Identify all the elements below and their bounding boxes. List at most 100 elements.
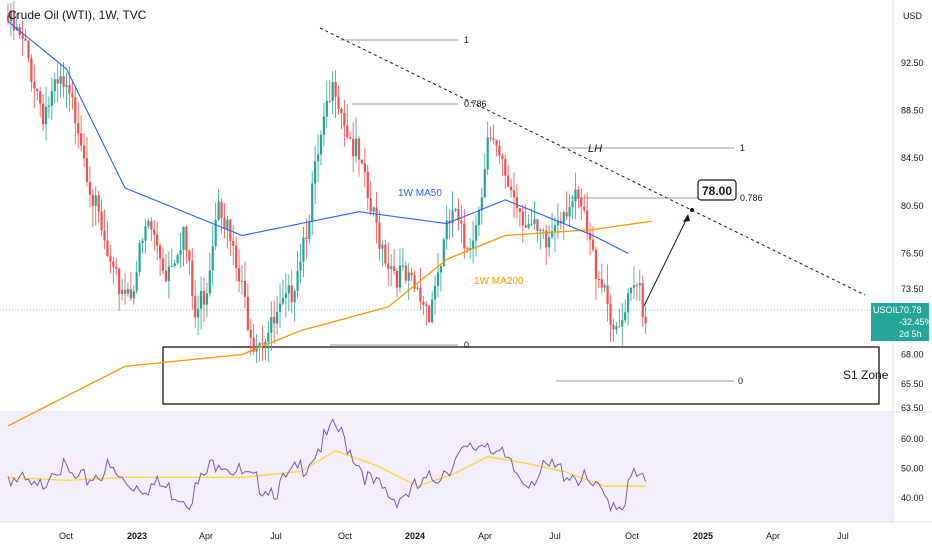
candle-body bbox=[94, 195, 97, 206]
candle-body bbox=[188, 250, 191, 261]
candle-body bbox=[246, 296, 249, 330]
candle-body bbox=[62, 76, 65, 87]
candle-body bbox=[305, 237, 308, 239]
candle-body bbox=[176, 254, 179, 264]
candle-body bbox=[243, 280, 247, 297]
price-tick-label: 80.50 bbox=[901, 201, 924, 211]
price-axis: 92.50 88.50 84.50 80.50 76.50 73.50 68.00 65.50… bbox=[901, 58, 924, 413]
time-tick-label: 2023 bbox=[127, 531, 147, 541]
candle-body bbox=[197, 308, 200, 318]
target-dot bbox=[690, 208, 694, 212]
candle-body bbox=[173, 263, 176, 267]
candle-body bbox=[390, 266, 393, 269]
time-axis: Oct 2023 Apr Jul Oct 2024 Apr Jul Oct 2025 Apr Jul bbox=[59, 531, 849, 541]
candle-body bbox=[454, 208, 457, 211]
time-tick-label: Apr bbox=[199, 531, 213, 541]
projection-arrow-head bbox=[683, 214, 690, 222]
time-tick-label: Jul bbox=[549, 531, 561, 541]
candle-body bbox=[159, 245, 162, 259]
candle-body bbox=[410, 272, 413, 276]
candle-body bbox=[518, 208, 521, 212]
candle-body bbox=[460, 220, 463, 224]
candle-body bbox=[498, 145, 501, 156]
candle-body bbox=[644, 316, 647, 324]
candle-body bbox=[510, 186, 513, 191]
candle-body bbox=[512, 190, 516, 198]
candle-body bbox=[44, 106, 48, 125]
candle-body bbox=[548, 237, 551, 248]
candle-body bbox=[328, 100, 331, 102]
candle-body bbox=[47, 105, 51, 107]
ma50-line bbox=[7, 20, 629, 254]
fib-b-label-0786: 0.786 bbox=[740, 193, 763, 203]
candle-body bbox=[126, 289, 130, 294]
candle-body bbox=[284, 293, 287, 298]
candle-body bbox=[384, 244, 387, 264]
candle-body bbox=[56, 79, 59, 84]
candle-body bbox=[68, 84, 71, 94]
rsi-line bbox=[7, 417, 647, 513]
candle-body bbox=[343, 112, 346, 126]
candle-body bbox=[50, 91, 53, 106]
fib-a-label-0786: 0.786 bbox=[464, 99, 487, 109]
projection-arrow bbox=[643, 215, 689, 307]
candle-body bbox=[542, 229, 545, 231]
candle-body bbox=[199, 290, 203, 309]
candle-body bbox=[615, 326, 618, 330]
fib-a-label-1: 1 bbox=[464, 35, 469, 45]
last-price-countdown: 2d 5h bbox=[899, 329, 922, 339]
candle-body bbox=[287, 285, 290, 294]
candle-body bbox=[562, 212, 565, 224]
candle-body bbox=[267, 332, 270, 342]
candle-body bbox=[112, 261, 115, 267]
candle-body bbox=[205, 293, 208, 305]
candle-body bbox=[533, 219, 536, 224]
candle-body bbox=[565, 212, 568, 217]
candle-body bbox=[407, 272, 410, 281]
candle-body bbox=[609, 303, 612, 325]
candle-body bbox=[97, 195, 100, 212]
candle-body bbox=[349, 137, 352, 139]
candle-body bbox=[401, 265, 404, 267]
currency-label: USD bbox=[903, 11, 923, 21]
candle-body bbox=[638, 283, 641, 286]
candle-body bbox=[627, 293, 630, 313]
time-tick-label: Oct bbox=[625, 531, 640, 541]
candle-body bbox=[398, 265, 402, 288]
candle-body bbox=[357, 138, 361, 160]
candle-body bbox=[27, 40, 30, 59]
candle-body bbox=[588, 232, 592, 240]
candle-body bbox=[153, 229, 156, 235]
candle-body bbox=[252, 337, 255, 352]
candle-body bbox=[416, 287, 419, 289]
candle-body bbox=[483, 169, 486, 198]
candle-body bbox=[632, 285, 636, 288]
candle-body bbox=[129, 289, 132, 299]
fib-b-label-0: 0 bbox=[738, 376, 743, 386]
candle-body bbox=[378, 222, 381, 249]
candle-body bbox=[331, 82, 334, 102]
fib-b-label-1: 1 bbox=[740, 143, 745, 153]
candle-body bbox=[217, 201, 220, 220]
last-price-symbol: USOIL bbox=[873, 305, 900, 315]
last-price-value: 70.78 bbox=[899, 305, 922, 315]
candle-body bbox=[527, 224, 530, 228]
candle-body bbox=[340, 108, 343, 113]
candle-body bbox=[545, 230, 548, 248]
candle-body bbox=[135, 272, 138, 292]
candle-body bbox=[375, 207, 378, 223]
support-zone-box bbox=[162, 346, 880, 405]
candle-body bbox=[179, 250, 182, 255]
candle-body bbox=[185, 226, 188, 251]
candle-body bbox=[477, 210, 481, 226]
candle-body bbox=[433, 285, 437, 300]
candle-body bbox=[290, 285, 293, 303]
candle-body bbox=[504, 158, 507, 176]
candle-body bbox=[167, 266, 170, 282]
candle-body bbox=[621, 320, 624, 327]
time-tick-label: Apr bbox=[478, 531, 492, 541]
price-tick-label: 76.50 bbox=[901, 248, 924, 258]
price-tick-label: 63.50 bbox=[901, 403, 924, 413]
candle-body bbox=[553, 225, 557, 232]
